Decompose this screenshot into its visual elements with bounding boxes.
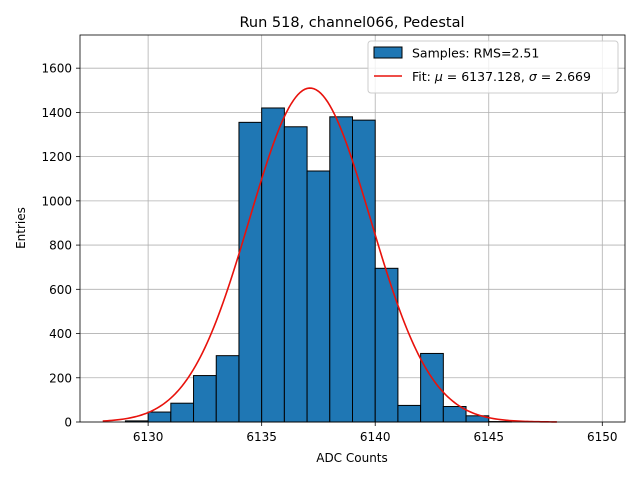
histogram-bar [374, 267, 399, 423]
histogram-bar [306, 170, 331, 423]
histogram-bar [283, 126, 308, 423]
y-tick-label: 0 [64, 416, 72, 430]
legend: Samples: RMS=2.51 Fit: μ = 6137.128, σ =… [367, 40, 619, 94]
y-tick-label: 1600 [41, 62, 72, 76]
legend-fit-mid: = 6137.128, [443, 69, 529, 84]
x-tick-label: 6130 [133, 430, 164, 444]
y-tick-label: 1000 [41, 194, 72, 208]
y-axis-ticks: 0 200 400 600 800 1000 1200 1400 1600 [41, 62, 80, 430]
histogram-bar [215, 355, 240, 423]
x-axis-ticks: 6130 6135 6140 6145 6150 [133, 422, 618, 444]
histogram-bar [329, 116, 353, 423]
y-tick-label: 1200 [41, 150, 72, 164]
legend-fit-suffix: = 2.669 [537, 69, 591, 84]
histogram-bar [397, 404, 422, 423]
fit-curve [102, 87, 557, 423]
y-tick-label: 600 [49, 283, 72, 297]
histogram-bar [170, 402, 195, 423]
y-tick-label: 400 [49, 327, 72, 341]
legend-box [367, 40, 619, 94]
legend-swatch-samples [373, 46, 403, 59]
legend-label-fit: Fit: μ = 6137.128, σ = 2.669 [412, 69, 591, 84]
y-tick-label: 200 [49, 371, 72, 385]
histogram-bar [261, 107, 285, 423]
x-tick-label: 6140 [360, 430, 391, 444]
legend-label-samples: Samples: RMS=2.51 [412, 46, 539, 61]
histogram-bar [352, 119, 376, 423]
x-tick-label: 6135 [246, 430, 277, 444]
x-axis-label: ADC Counts [316, 451, 388, 465]
legend-fit-prefix: Fit: [412, 69, 435, 84]
x-tick-label: 6150 [587, 430, 618, 444]
histogram-bar [147, 411, 172, 423]
y-tick-label: 800 [49, 239, 72, 253]
chart-title: Run 518, channel066, Pedestal [239, 15, 464, 31]
y-axis-label: Entries [14, 207, 28, 249]
legend-fit-mu-symbol: μ [434, 69, 443, 84]
y-tick-label: 1400 [41, 106, 72, 120]
histogram-bar [193, 375, 217, 423]
plot-area-frame [79, 34, 626, 423]
legend-fit-sigma-symbol: σ [529, 69, 538, 84]
histogram-bar [238, 121, 263, 423]
x-tick-label: 6145 [473, 430, 504, 444]
